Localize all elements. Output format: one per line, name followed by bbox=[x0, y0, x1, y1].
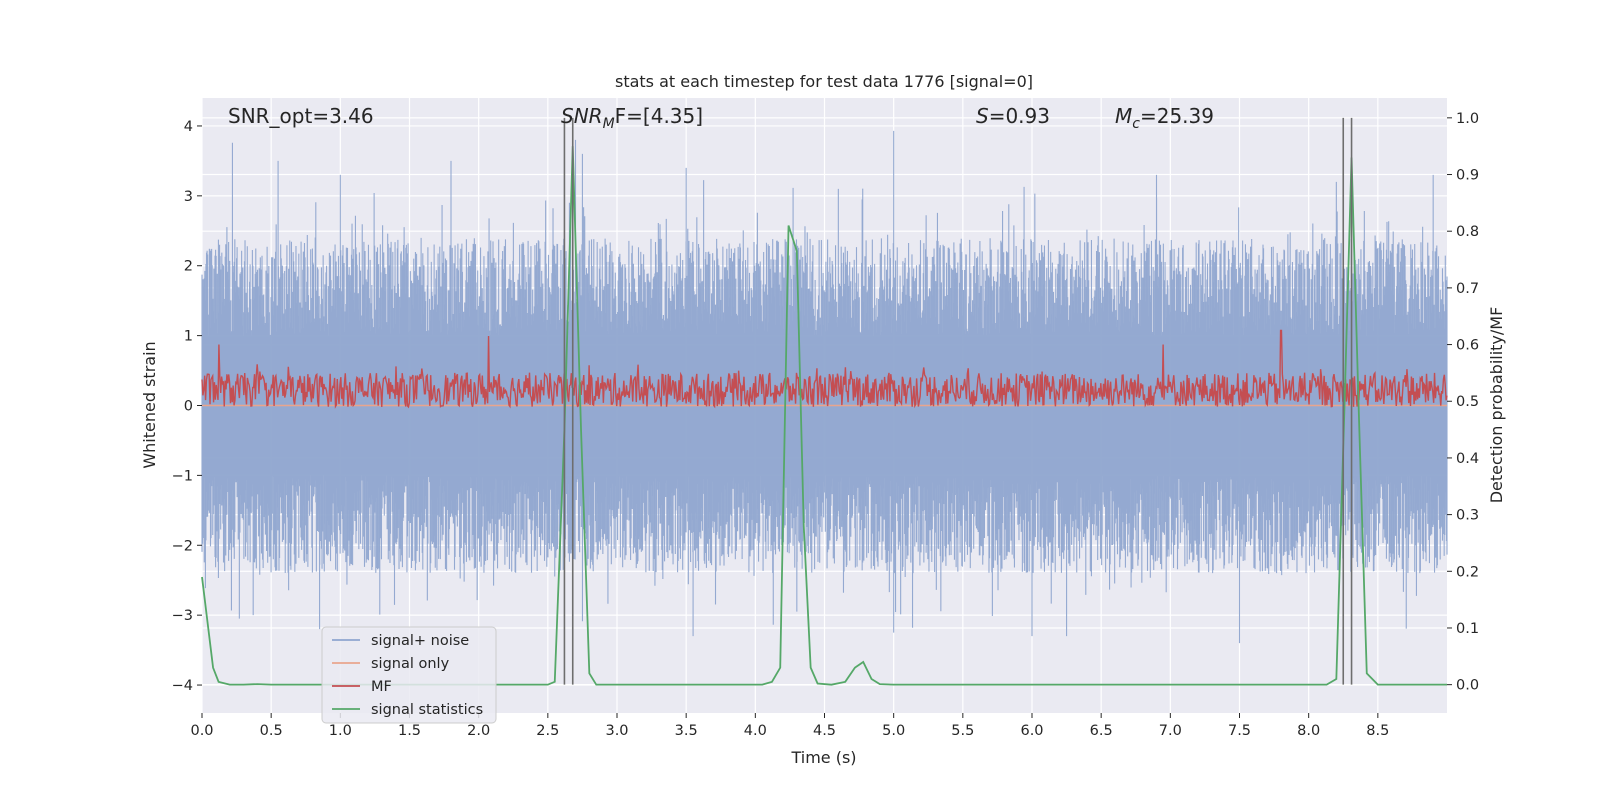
x-tick-label-13: 6.5 bbox=[1090, 723, 1113, 739]
y-left-tick-label-4: 0 bbox=[184, 399, 193, 415]
x-tick-label-15: 7.5 bbox=[1228, 723, 1251, 739]
x-tick-label-16: 8.0 bbox=[1297, 723, 1320, 739]
x-tick-label-0: 0.0 bbox=[190, 723, 213, 739]
x-tick-label-1: 0.5 bbox=[260, 723, 283, 739]
x-tick-label-9: 4.5 bbox=[813, 723, 836, 739]
x-tick-label-17: 8.5 bbox=[1366, 723, 1389, 739]
x-tick-label-4: 2.0 bbox=[467, 723, 490, 739]
y-left-tick-label-7: 3 bbox=[184, 189, 193, 205]
legend-label-signal-statistics: signal statistics bbox=[371, 702, 483, 718]
series-mf bbox=[201, 329, 1448, 409]
axes-layer: 0.0 0.5 1.0 1.5 2.0 2.5 3.0 3.5 4.0 4.5 5.0 5.5 6.0 6… bbox=[172, 111, 1479, 739]
x-tick-label-2: 1.0 bbox=[329, 723, 352, 739]
x-tick-label-7: 3.5 bbox=[675, 723, 698, 739]
x-tick-label-5: 2.5 bbox=[536, 723, 559, 739]
x-tick-label-8: 4.0 bbox=[744, 723, 767, 739]
x-tick-label-14: 7.0 bbox=[1159, 723, 1182, 739]
annotation-s: S=0.93 bbox=[976, 104, 1050, 128]
y-axis-label-left: Whitened strain bbox=[140, 341, 159, 468]
y-right-tick-label-2: 0.2 bbox=[1456, 564, 1479, 580]
y-left-tick-label-2: −2 bbox=[172, 538, 193, 554]
legend-label-mf: MF bbox=[371, 679, 392, 695]
x-axis-label: Time (s) bbox=[790, 748, 856, 767]
y-right-tick-label-4: 0.4 bbox=[1456, 451, 1479, 467]
y-left-tick-label-6: 2 bbox=[184, 259, 193, 275]
x-tick-label-3: 1.5 bbox=[398, 723, 421, 739]
y-left-tick-label-1: −3 bbox=[172, 608, 193, 624]
y-left-tick-label-5: 1 bbox=[184, 329, 193, 345]
legend-box bbox=[321, 626, 497, 724]
y-right-tick-label-1: 0.1 bbox=[1456, 621, 1479, 637]
y-left-tick-label-8: 4 bbox=[184, 119, 193, 135]
y-right-tick-label-7: 0.7 bbox=[1456, 281, 1479, 297]
x-tick-label-11: 5.5 bbox=[951, 723, 974, 739]
chart-title: stats at each timestep for test data 177… bbox=[615, 72, 1033, 91]
y-left-tick-label-0: −4 bbox=[172, 678, 193, 694]
x-tick-label-10: 5.0 bbox=[882, 723, 905, 739]
y-right-tick-label-9: 0.9 bbox=[1456, 168, 1479, 184]
y-right-tick-label-6: 0.6 bbox=[1456, 338, 1479, 354]
annotation-snr-opt: SNR_opt=3.46 bbox=[228, 104, 374, 128]
annotation-snr-mf: SNRMF=[4.35] bbox=[561, 104, 703, 132]
y-right-tick-label-3: 0.3 bbox=[1456, 508, 1479, 524]
annotation-mc: Mc=25.39 bbox=[1115, 104, 1214, 132]
x-tick-label-6: 3.0 bbox=[605, 723, 628, 739]
vertical-marker-layer bbox=[563, 117, 1353, 685]
x-tick-label-12: 6.0 bbox=[1020, 723, 1043, 739]
legend-label-signal-only: signal only bbox=[371, 656, 450, 672]
series-signal-statistics bbox=[201, 146, 1447, 686]
legend-label-signal-noise: signal+ noise bbox=[371, 633, 469, 649]
y-right-tick-label-0: 0.0 bbox=[1456, 678, 1479, 694]
y-right-tick-label-10: 1.0 bbox=[1456, 111, 1479, 127]
y-right-tick-label-5: 0.5 bbox=[1456, 394, 1479, 410]
y-left-tick-label-3: −1 bbox=[172, 468, 193, 484]
y-right-tick-label-8: 0.8 bbox=[1456, 224, 1479, 240]
series-layer bbox=[201, 130, 1448, 686]
y-axis-label-right: Detection probability/MF bbox=[1487, 307, 1506, 504]
legend: signal+ noise signal only MF signal stat… bbox=[321, 626, 497, 724]
